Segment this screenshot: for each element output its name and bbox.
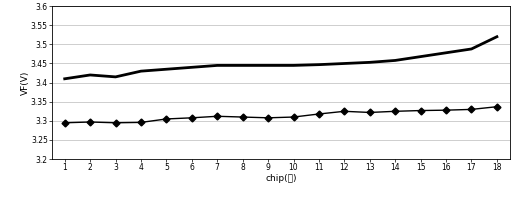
X-axis label: chip(片): chip(片) <box>265 174 296 183</box>
Y-axis label: VF(V): VF(V) <box>20 70 30 95</box>
